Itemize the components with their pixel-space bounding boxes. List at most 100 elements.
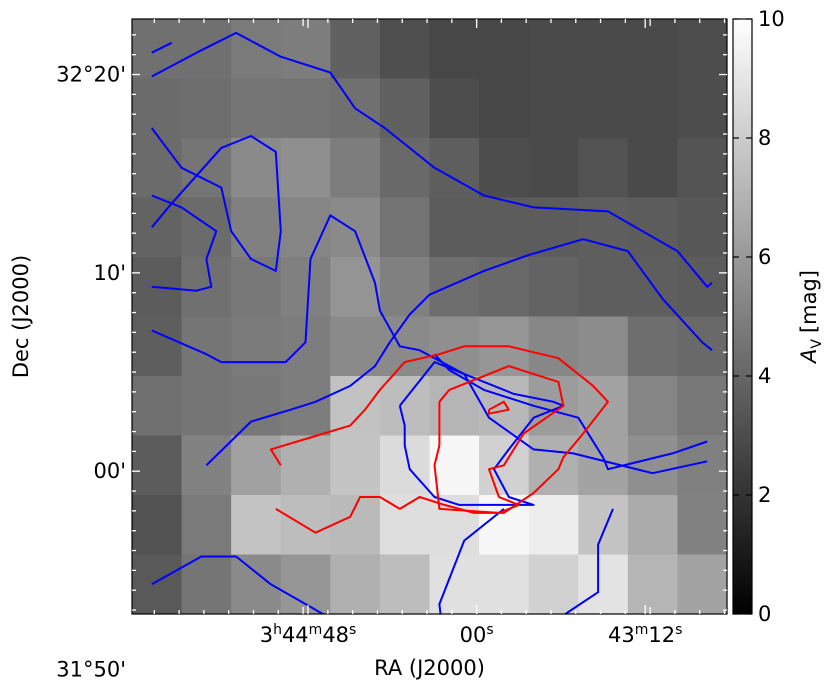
heatmap-cell bbox=[181, 495, 232, 556]
heatmap-cell bbox=[429, 435, 480, 496]
heatmap-cell bbox=[330, 19, 381, 80]
heatmap-cell bbox=[132, 435, 183, 496]
x-tick-label: 3h44m48s bbox=[260, 622, 357, 647]
heatmap-cell bbox=[479, 257, 530, 318]
heatmap-cell bbox=[280, 138, 331, 199]
heatmap-cell bbox=[231, 495, 282, 556]
y-tick-label: 32°20' bbox=[56, 63, 126, 87]
heatmap-cell bbox=[578, 257, 629, 318]
heatmap-cell bbox=[578, 19, 629, 80]
heatmap-cell bbox=[330, 138, 381, 199]
heatmap-cell bbox=[578, 197, 629, 258]
heatmap-cell bbox=[627, 495, 679, 556]
axis-ticks bbox=[132, 19, 727, 614]
blue-contour-line bbox=[151, 194, 218, 292]
colorbar-tick-label: 6 bbox=[758, 245, 771, 269]
heatmap-cell bbox=[132, 197, 183, 258]
heatmap-cell bbox=[181, 376, 232, 437]
heatmap-cell bbox=[528, 435, 579, 496]
y-tick-label: 00' bbox=[94, 459, 127, 483]
heatmap-cell bbox=[231, 554, 282, 614]
heatmap-cell bbox=[578, 78, 629, 139]
heatmap-cell bbox=[132, 495, 183, 556]
heatmap-cell bbox=[479, 78, 530, 139]
red-contour-line bbox=[488, 400, 510, 415]
heatmap-cell bbox=[677, 554, 727, 614]
colorbar-label-subscript: V bbox=[809, 339, 825, 349]
heatmap-cell bbox=[677, 19, 727, 80]
red-contour-line bbox=[433, 365, 565, 514]
heatmap-cell bbox=[231, 376, 282, 437]
blue-contour-line bbox=[151, 127, 282, 272]
heatmap-cell bbox=[528, 495, 579, 556]
heatmap-cell bbox=[280, 554, 331, 614]
heatmap-cell bbox=[528, 138, 579, 199]
heatmap-cell bbox=[578, 138, 629, 199]
x-tick-label: 43m12s bbox=[608, 622, 682, 647]
heatmap-cell bbox=[479, 19, 530, 80]
blue-contour-line bbox=[398, 361, 565, 506]
colorbar-label-unit: [mag] bbox=[797, 270, 821, 333]
heatmap-cell bbox=[578, 495, 629, 556]
colorbar-tick-label: 0 bbox=[758, 602, 771, 626]
heatmap-cell bbox=[231, 19, 282, 80]
heatmap-cell bbox=[330, 554, 381, 614]
heatmap-cell bbox=[280, 495, 331, 556]
heatmap-cell bbox=[330, 197, 381, 258]
heatmap-cell bbox=[231, 197, 282, 258]
heatmap-cell bbox=[528, 19, 579, 80]
heatmap-cell bbox=[379, 495, 431, 556]
heatmap-cell bbox=[479, 138, 530, 199]
heatmap-cell bbox=[231, 257, 282, 318]
contour-lines bbox=[151, 31, 713, 691]
plot-frame bbox=[131, 18, 728, 615]
heatmap-cell bbox=[627, 19, 679, 80]
heatmap-cell bbox=[528, 257, 579, 318]
heatmap-cell bbox=[627, 376, 679, 437]
x-tick-labels: 3h44m48s 00s 43m12s bbox=[260, 622, 683, 647]
heatmap-cell bbox=[280, 78, 331, 139]
heatmap-cell bbox=[627, 78, 679, 139]
heatmap-cell bbox=[578, 554, 629, 614]
heatmap-cell bbox=[181, 19, 232, 80]
colorbar-label: AV [mag] bbox=[797, 270, 825, 365]
y-tick-labels: 32°20' 10' 00' 31°50' bbox=[56, 63, 126, 682]
blue-contour-line bbox=[603, 679, 673, 691]
heatmap-cell bbox=[280, 197, 331, 258]
heatmap-cell bbox=[627, 316, 679, 377]
x-axis-label: RA (J2000) bbox=[374, 656, 485, 680]
colorbar-ticks: 0 2 4 6 8 10 bbox=[733, 7, 785, 626]
blue-contour-line bbox=[151, 214, 708, 475]
heatmap-cell bbox=[627, 435, 679, 496]
heatmap-cell bbox=[677, 495, 727, 556]
heatmap-cell bbox=[677, 197, 727, 258]
red-contour-line bbox=[269, 345, 609, 534]
heatmap-cell bbox=[379, 138, 431, 199]
y-tick-label: 10' bbox=[94, 261, 127, 285]
heatmap-cell bbox=[528, 554, 579, 614]
heatmap-cell bbox=[181, 554, 232, 614]
heatmap-cell bbox=[280, 435, 331, 496]
heatmap-cell bbox=[132, 554, 183, 614]
heatmap-cell bbox=[330, 495, 381, 556]
heatmap-cell bbox=[231, 435, 282, 496]
heatmap-cell bbox=[578, 316, 629, 377]
heatmap-cell bbox=[429, 78, 480, 139]
heatmap-cell bbox=[627, 554, 679, 614]
heatmap-cell bbox=[132, 78, 183, 139]
blue-contour-line bbox=[151, 31, 713, 288]
heatmap-cell bbox=[330, 257, 381, 318]
heatmap-cell bbox=[132, 376, 183, 437]
heatmap-cell bbox=[479, 554, 530, 614]
y-axis-label: Dec (J2000) bbox=[9, 255, 33, 378]
heatmap-cell bbox=[379, 19, 431, 80]
heatmap-cell bbox=[627, 138, 679, 199]
heatmap-cell bbox=[479, 197, 530, 258]
heatmap-cell bbox=[330, 376, 381, 437]
heatmap-cell bbox=[181, 78, 232, 139]
heatmap-cell bbox=[578, 376, 629, 437]
colorbar-tick-label: 8 bbox=[758, 126, 771, 150]
heatmap-cell bbox=[132, 138, 183, 199]
